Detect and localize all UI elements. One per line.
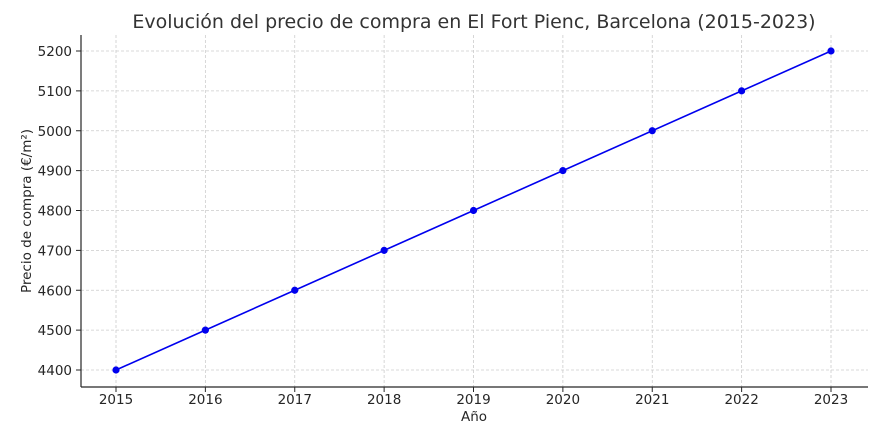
x-tick-label: 2016: [188, 392, 222, 408]
x-tick-label: 2015: [99, 392, 133, 408]
x-axis-label: Año: [461, 409, 487, 425]
x-tick-label: 2023: [814, 392, 848, 408]
data-point-marker: [291, 286, 299, 294]
data-point-marker: [738, 87, 746, 95]
data-point-marker: [827, 47, 835, 55]
x-axis-ticks: 2015 2016 2017 2018 2019 2020 2021 2022 2023: [99, 387, 848, 408]
data-point-marker: [380, 246, 388, 254]
y-tick-label: 4400: [38, 363, 72, 379]
data-series: [112, 47, 835, 374]
x-tick-label: 2021: [635, 392, 669, 408]
y-tick-label: 4600: [38, 283, 72, 299]
y-tick-label: 4700: [38, 243, 72, 259]
x-tick-label: 2019: [456, 392, 490, 408]
data-point-marker: [469, 206, 478, 215]
y-tick-label: 4800: [38, 204, 72, 220]
data-point-marker: [112, 366, 120, 374]
data-point-marker: [201, 326, 209, 334]
data-point-marker: [559, 167, 567, 175]
y-tick-label: 5000: [38, 124, 72, 140]
data-point-marker: [648, 127, 656, 135]
x-tick-label: 2017: [278, 392, 312, 408]
y-axis-ticks: 4400 4500 4600 4700 4800 4900 5000 5100 5200: [38, 44, 81, 379]
y-axis-label: Precio de compra (€/m²): [19, 129, 35, 293]
y-tick-label: 5100: [38, 84, 72, 100]
y-tick-label: 4900: [38, 164, 72, 180]
y-tick-label: 5200: [38, 44, 72, 60]
x-tick-label: 2020: [546, 392, 580, 408]
grid-lines: [81, 35, 868, 387]
x-tick-label: 2018: [367, 392, 401, 408]
x-tick-label: 2022: [724, 392, 758, 408]
y-tick-label: 4500: [38, 323, 72, 339]
chart-title: Evolución del precio de compra en El For…: [132, 11, 815, 33]
